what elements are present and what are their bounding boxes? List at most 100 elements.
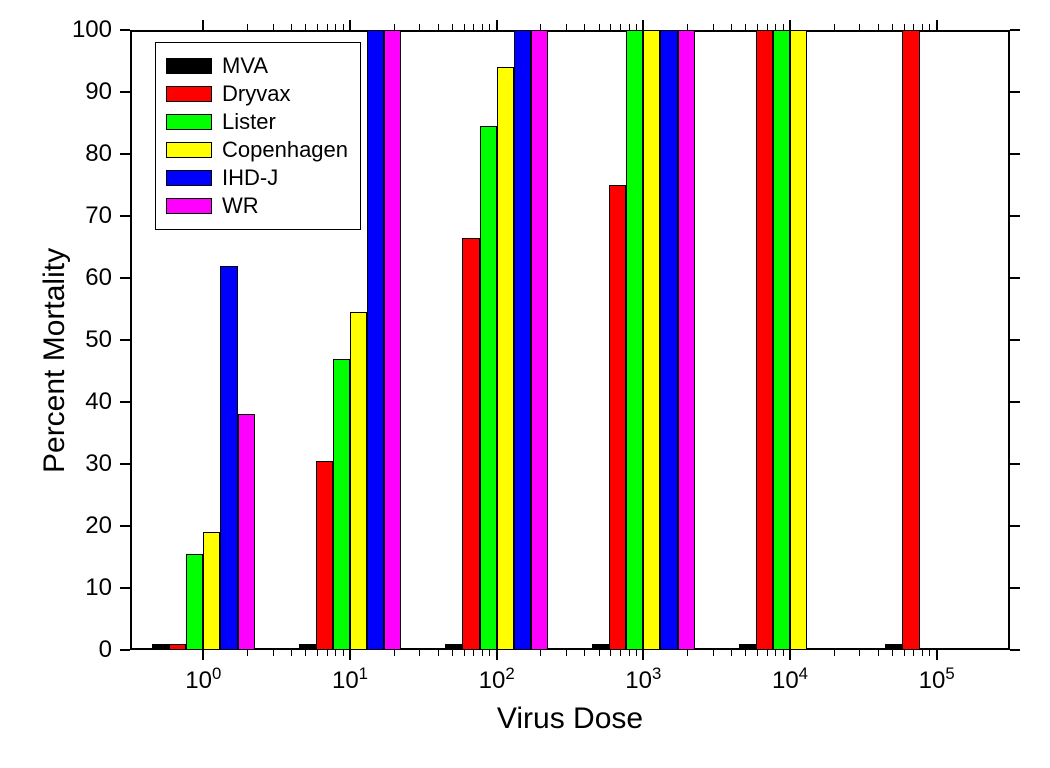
x-minor-tick [394,650,395,656]
bar-copenhagen [203,532,220,650]
x-minor-tick [878,650,879,656]
x-tick [202,650,204,660]
x-minor-tick [438,24,439,30]
x-tick [789,650,791,660]
bar-dryvax [316,461,333,650]
y-tick [1010,277,1020,279]
x-minor-tick [610,650,611,656]
x-minor-tick [929,650,930,656]
x-minor-tick [305,24,306,30]
y-tick-label: 40 [0,388,112,416]
legend-label: WR [222,193,259,219]
x-tick [496,20,498,30]
bar-wr [384,30,401,650]
legend-item: Copenhagen [166,137,348,163]
x-minor-tick [757,650,758,656]
x-tick [202,20,204,30]
x-minor-tick [757,24,758,30]
y-tick-label: 60 [0,264,112,292]
x-tick-label: 104 [750,664,830,695]
x-minor-tick [859,650,860,656]
legend-swatch [166,86,212,102]
x-minor-tick [273,650,274,656]
x-minor-tick [904,650,905,656]
x-minor-tick [489,650,490,656]
x-minor-tick [922,24,923,30]
x-tick-label: 101 [310,664,390,695]
y-tick [120,525,130,527]
y-tick [120,29,130,31]
bar-dryvax [169,644,186,650]
y-tick [120,277,130,279]
x-minor-tick [878,24,879,30]
x-minor-tick [834,650,835,656]
x-minor-tick [834,24,835,30]
y-tick-label: 100 [0,16,112,44]
legend-label: Lister [222,109,276,135]
x-minor-tick [438,650,439,656]
bar-ihd-j [660,30,677,650]
legend-label: Dryvax [222,81,290,107]
x-minor-tick [767,24,768,30]
x-minor-tick [687,650,688,656]
y-tick-label: 50 [0,326,112,354]
x-minor-tick [929,24,930,30]
x-minor-tick [566,650,567,656]
legend-swatch [166,198,212,214]
x-tick [349,650,351,660]
x-minor-tick [713,24,714,30]
mortality-chart: Percent Mortality Virus Dose MVADryvaxLi… [0,0,1050,768]
x-tick-label: 100 [163,664,243,695]
bar-copenhagen [790,30,807,650]
x-tick [642,650,644,660]
y-tick [1010,29,1020,31]
x-minor-tick [687,24,688,30]
x-tick [936,650,938,660]
legend: MVADryvaxListerCopenhagenIHD-JWR [155,42,361,230]
y-tick-label: 10 [0,574,112,602]
x-minor-tick [273,24,274,30]
x-tick [936,20,938,30]
legend-item: WR [166,193,348,219]
y-tick [120,215,130,217]
x-minor-tick [913,24,914,30]
x-minor-tick [540,24,541,30]
x-minor-tick [775,650,776,656]
x-minor-tick [731,24,732,30]
x-minor-tick [913,650,914,656]
bar-lister [333,359,350,650]
x-minor-tick [783,650,784,656]
y-tick-label: 20 [0,512,112,540]
x-tick-label: 102 [457,664,537,695]
x-minor-tick [892,650,893,656]
x-tick [496,650,498,660]
x-minor-tick [419,650,420,656]
x-tick-label: 103 [603,664,683,695]
x-minor-tick [343,650,344,656]
x-minor-tick [291,24,292,30]
x-minor-tick [620,650,621,656]
x-minor-tick [731,650,732,656]
bar-dryvax [462,238,479,650]
x-minor-tick [892,24,893,30]
x-minor-tick [473,650,474,656]
legend-swatch [166,114,212,130]
y-tick [1010,153,1020,155]
y-tick [1010,587,1020,589]
legend-label: IHD-J [222,165,278,191]
x-minor-tick [394,24,395,30]
x-minor-tick [636,24,637,30]
x-minor-tick [452,24,453,30]
x-minor-tick [464,24,465,30]
x-minor-tick [745,24,746,30]
y-tick-label: 80 [0,140,112,168]
y-tick [1010,649,1020,651]
bar-dryvax [902,30,919,650]
x-minor-tick [540,650,541,656]
x-minor-tick [317,24,318,30]
legend-item: IHD-J [166,165,348,191]
x-minor-tick [566,24,567,30]
bar-mva [299,644,316,650]
x-minor-tick [859,24,860,30]
x-minor-tick [745,650,746,656]
